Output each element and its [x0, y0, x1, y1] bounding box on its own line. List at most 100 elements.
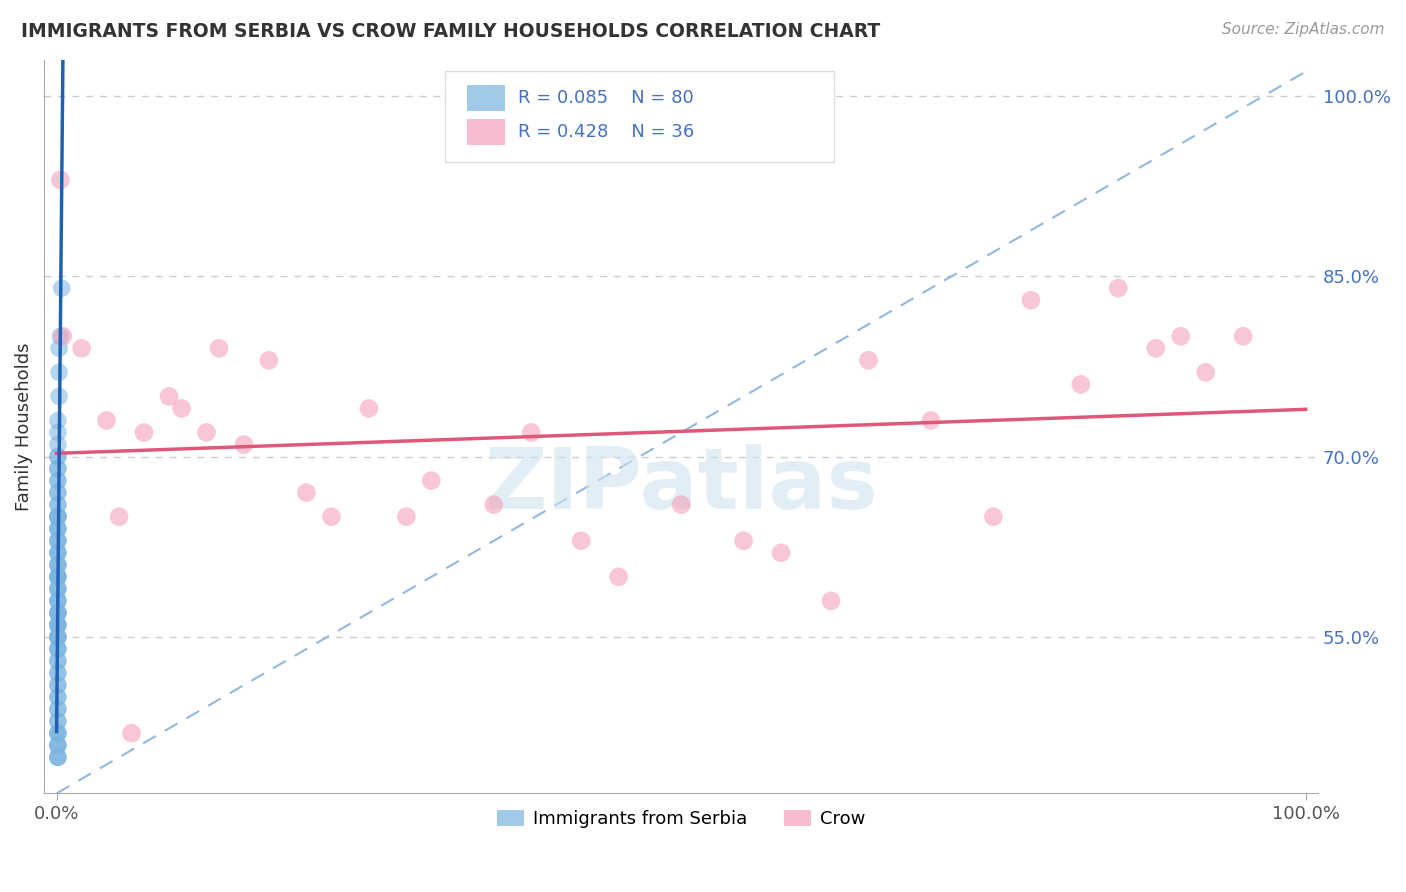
Point [46, 582, 69, 596]
Point [1195, 365, 1218, 379]
Point [46, 666, 69, 681]
Point [46, 533, 69, 548]
Point [46, 726, 69, 740]
Point [46, 750, 69, 764]
Point [1070, 377, 1092, 392]
Point [46, 678, 69, 692]
Point [48, 389, 70, 403]
Point [51, 281, 73, 295]
Point [820, 594, 842, 608]
Legend: Immigrants from Serbia, Crow: Immigrants from Serbia, Crow [489, 803, 872, 836]
Point [46, 594, 69, 608]
Point [770, 546, 793, 560]
Point [46, 533, 69, 548]
Point [46, 485, 69, 500]
Point [208, 341, 231, 355]
Point [1232, 329, 1254, 343]
Point [46, 702, 69, 716]
Point [395, 509, 418, 524]
Point [46, 570, 69, 584]
Point [49, 329, 72, 343]
Point [46, 474, 69, 488]
Point [482, 498, 505, 512]
Point [46, 606, 69, 620]
Point [46, 437, 69, 451]
Point [170, 401, 193, 416]
Point [46, 726, 69, 740]
Point [46, 522, 69, 536]
Point [46, 582, 69, 596]
Point [46, 642, 69, 657]
Point [132, 425, 155, 440]
Point [46, 498, 69, 512]
Point [46, 546, 69, 560]
Point [46, 690, 69, 705]
Point [46, 413, 69, 427]
Point [48, 365, 70, 379]
Y-axis label: Family Households: Family Households [15, 343, 32, 511]
Point [46, 558, 69, 572]
Point [46, 654, 69, 668]
Point [46, 546, 69, 560]
Point [46, 461, 69, 475]
Point [607, 570, 630, 584]
Point [46, 690, 69, 705]
Point [70, 341, 93, 355]
Point [46, 450, 69, 464]
Point [46, 522, 69, 536]
Point [46, 594, 69, 608]
Point [52, 329, 75, 343]
Text: ZIPatlas: ZIPatlas [484, 443, 877, 526]
Point [157, 389, 180, 403]
Point [733, 533, 755, 548]
Point [46, 738, 69, 752]
Point [420, 474, 443, 488]
Point [295, 485, 318, 500]
Point [46, 630, 69, 644]
Point [46, 726, 69, 740]
Point [46, 425, 69, 440]
Point [46, 570, 69, 584]
Text: IMMIGRANTS FROM SERBIA VS CROW FAMILY HOUSEHOLDS CORRELATION CHART: IMMIGRANTS FROM SERBIA VS CROW FAMILY HO… [21, 22, 880, 41]
Point [46, 678, 69, 692]
Point [46, 509, 69, 524]
Point [569, 533, 592, 548]
Point [983, 509, 1005, 524]
Point [46, 606, 69, 620]
Point [121, 726, 143, 740]
Point [46, 654, 69, 668]
Point [46, 570, 69, 584]
FancyBboxPatch shape [467, 119, 505, 145]
Point [357, 401, 380, 416]
Point [108, 509, 131, 524]
Point [520, 425, 543, 440]
Point [46, 750, 69, 764]
Point [46, 630, 69, 644]
Point [46, 570, 69, 584]
Point [920, 413, 942, 427]
Text: R = 0.085    N = 80: R = 0.085 N = 80 [517, 89, 693, 107]
Point [46, 450, 69, 464]
Point [46, 618, 69, 632]
Point [46, 606, 69, 620]
Point [96, 413, 118, 427]
Point [46, 558, 69, 572]
Point [46, 546, 69, 560]
Point [46, 642, 69, 657]
Point [46, 750, 69, 764]
Point [233, 437, 256, 451]
FancyBboxPatch shape [467, 85, 505, 111]
Point [46, 606, 69, 620]
Point [46, 714, 69, 728]
Text: R = 0.428    N = 36: R = 0.428 N = 36 [517, 123, 695, 141]
Point [46, 474, 69, 488]
Point [1170, 329, 1192, 343]
Point [1107, 281, 1129, 295]
Point [46, 485, 69, 500]
Point [1019, 293, 1042, 308]
Point [257, 353, 280, 368]
Point [46, 630, 69, 644]
Point [46, 461, 69, 475]
Point [46, 618, 69, 632]
Point [46, 618, 69, 632]
